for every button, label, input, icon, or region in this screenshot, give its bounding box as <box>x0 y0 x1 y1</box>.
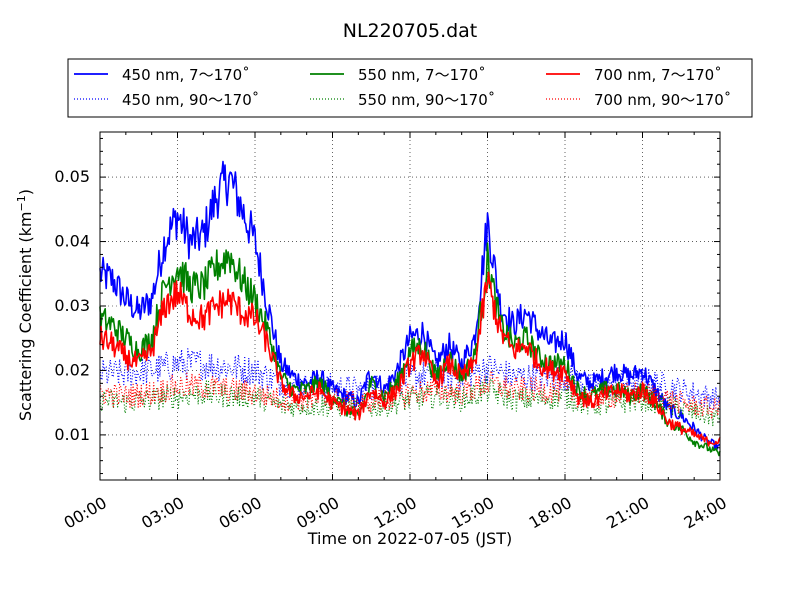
chart-title: NL220705.dat <box>343 20 478 42</box>
x-tick-label-3: 09:00 <box>293 493 342 533</box>
series-line-1 <box>99 348 721 411</box>
legend-label-1: 450 nm, 90～170˚ <box>122 91 259 109</box>
y-axis-label-main: Scattering Coefficient (km <box>16 211 35 421</box>
legend-label-4: 700 nm, 7～170˚ <box>594 66 722 84</box>
y-tick-label-4: 0.05 <box>54 167 90 186</box>
y-tick-label-1: 0.02 <box>54 360 90 379</box>
legend-label-0: 450 nm, 7～170˚ <box>122 66 250 84</box>
y-axis-label: Scattering Coefficient (km−1) <box>15 189 35 421</box>
x-tick-label-8: 24:00 <box>681 493 730 533</box>
legend: 450 nm, 7～170˚ 450 nm, 90～170˚ 550 nm, 7～1… <box>67 58 753 118</box>
x-tick-label-5: 15:00 <box>448 493 497 533</box>
y-tick-label-2: 0.03 <box>54 296 90 315</box>
series-line-5 <box>99 370 721 419</box>
y-axis-label-end: ) <box>16 189 35 195</box>
legend-label-3: 550 nm, 90～170˚ <box>358 91 495 109</box>
legend-label-2: 550 nm, 7～170˚ <box>358 66 486 84</box>
legend-label-5: 700 nm, 90～170˚ <box>594 91 731 109</box>
series-layer <box>99 160 721 457</box>
x-axis-label: Time on 2022-07-05 (JST) <box>307 529 512 548</box>
x-tick-label-1: 03:00 <box>138 493 187 533</box>
y-axis-label-sup: −1 <box>15 195 28 211</box>
x-tick-label-0: 00:00 <box>61 493 110 533</box>
y-tick-label-0: 0.01 <box>54 425 90 444</box>
x-tick-label-2: 06:00 <box>216 493 265 533</box>
x-tick-label-4: 12:00 <box>371 493 420 533</box>
y-tick-label-3: 0.04 <box>54 232 90 251</box>
series-line-2 <box>99 242 721 457</box>
grid <box>100 132 720 480</box>
x-tick-label-6: 18:00 <box>526 493 575 533</box>
series-line-4 <box>99 271 721 447</box>
x-tick-label-7: 21:00 <box>603 493 652 533</box>
legend-frame <box>67 58 753 118</box>
series-line-0 <box>99 160 721 451</box>
